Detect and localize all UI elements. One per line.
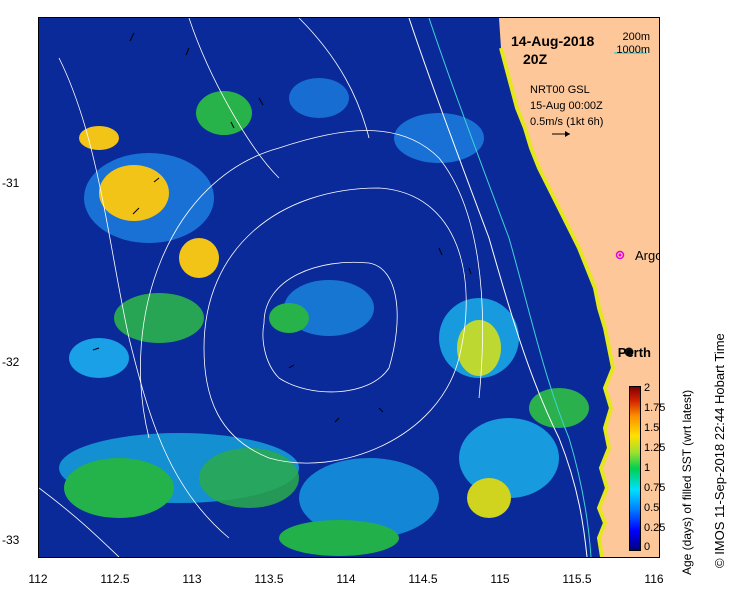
x-tick-label: 116 (644, 572, 664, 586)
colorbar-label: Age (days) of filled SST (wrt latest) (680, 389, 694, 575)
map-time: 20Z (523, 51, 548, 67)
map-date: 14-Aug-2018 (511, 33, 595, 49)
contour-1000m (428, 18, 592, 557)
ssh-contours (39, 18, 483, 557)
currents-datetime: 15-Aug 00:00Z (530, 100, 603, 112)
currents-source: NRT00 GSL (530, 84, 590, 96)
colorbar-tick-label: 1.25 (644, 442, 666, 454)
current-vectors (92, 32, 472, 423)
y-tick-label: -32 (2, 355, 20, 369)
x-tick-label: 112 (28, 572, 48, 586)
x-tick-label: 115.5 (562, 572, 592, 586)
currents-scale: 0.5m/s (1kt 6h) (530, 116, 604, 128)
velocity-scale-arrow (552, 131, 570, 137)
credit-text: © IMOS 11-Sep-2018 22:44 Hobart Time (712, 333, 727, 568)
colorbar-tick-label: 0.5 (644, 502, 660, 514)
contour-200m (408, 18, 588, 557)
land-mass (499, 18, 659, 557)
map-panel[interactable]: 14-Aug-2018 20Z 200m 1000m NRT00 GSL 15-… (38, 17, 660, 558)
x-tick-label: 112.5 (100, 572, 130, 586)
colorbar-tick-label: 0.75 (644, 482, 666, 494)
depth-legend-1000m: 1000m (616, 44, 650, 56)
x-tick-label: 114.5 (408, 572, 438, 586)
sst-age-map (39, 18, 659, 557)
colorbar-tick-label: 0.25 (644, 522, 666, 534)
perth-label: Perth (617, 345, 651, 360)
colorbar-tick-label: 1.5 (644, 422, 660, 434)
x-tick-label: 114 (336, 572, 356, 586)
colorbar-tick-label: 1 (644, 462, 651, 474)
sst-patches (59, 78, 589, 556)
colorbar-tick-label: 1.75 (644, 402, 666, 414)
argo-label: Argo (635, 248, 660, 263)
colorbar-tick-label: 0 (644, 541, 651, 553)
perth-marker (624, 347, 634, 357)
depth-legend-200m: 200m (622, 31, 650, 43)
x-tick-label: 115 (490, 572, 510, 586)
argo-marker (615, 250, 625, 260)
coastline (499, 47, 616, 557)
colorbar (629, 386, 641, 551)
y-tick-label: -33 (2, 533, 20, 547)
colorbar-tick-label: 2 (644, 382, 651, 394)
y-tick-label: -31 (2, 176, 20, 190)
x-tick-label: 113 (182, 572, 202, 586)
x-tick-label: 113.5 (254, 572, 284, 586)
